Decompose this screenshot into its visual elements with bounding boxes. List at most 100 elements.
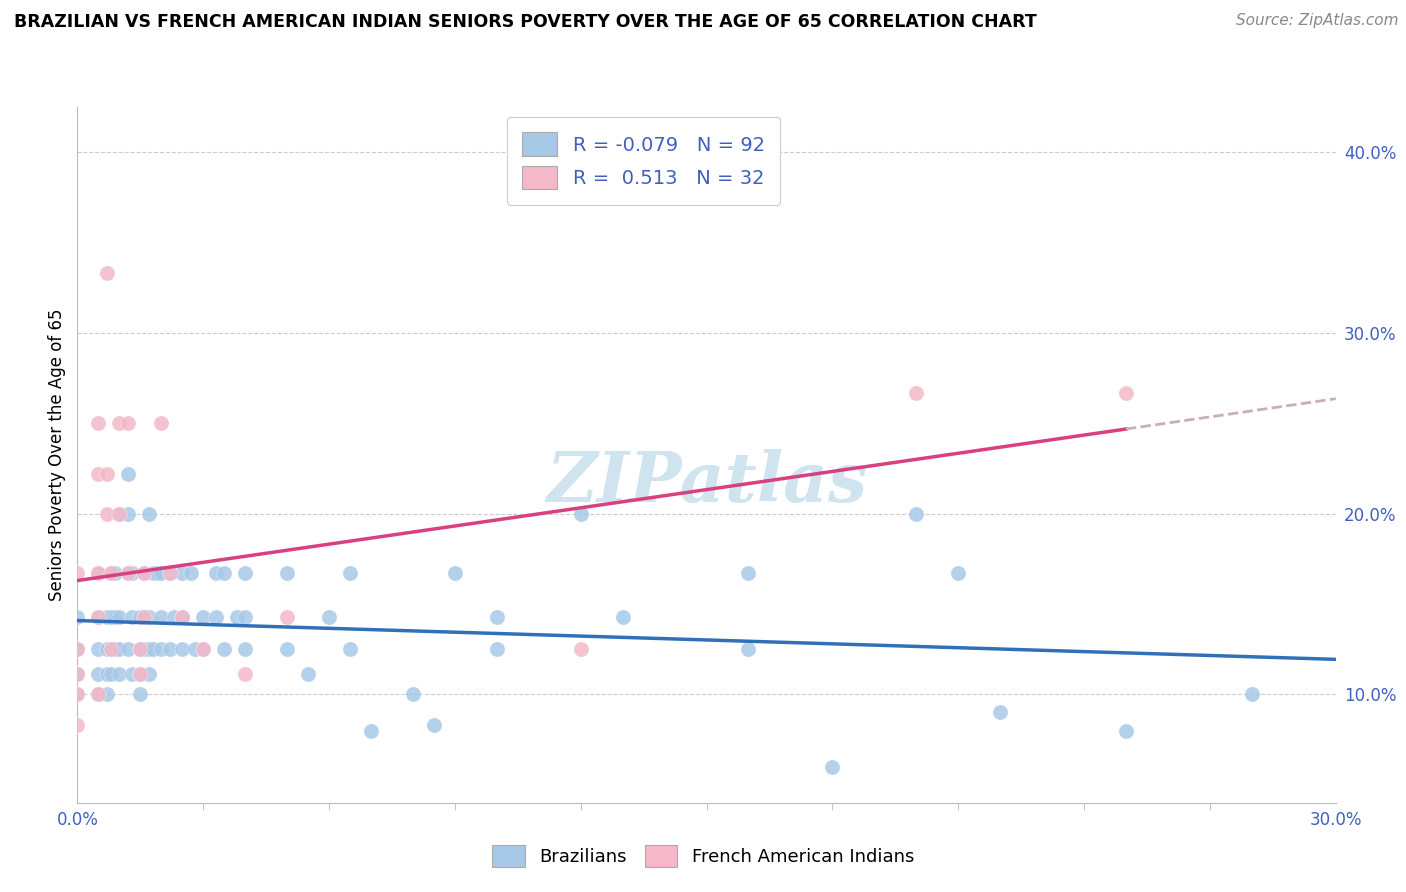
Point [569,642,592,657]
Point [87,609,110,624]
Point [150,417,173,431]
Point [87,609,110,624]
Point [66,642,89,657]
Point [184,642,207,657]
Point [233,667,256,681]
Point [360,723,382,738]
Point [191,642,215,657]
Point [104,566,127,581]
Point [104,609,127,624]
Point [142,642,165,657]
Point [138,642,160,657]
Point [569,507,592,521]
Point [297,667,319,681]
Point [134,566,156,581]
Point [117,566,139,581]
Point [1240,687,1263,701]
Point [96,609,118,624]
Point [87,687,110,701]
Point [191,642,215,657]
Point [988,706,1011,720]
Point [96,507,118,521]
Point [66,667,89,681]
Y-axis label: Seniors Poverty Over the Age of 65: Seniors Poverty Over the Age of 65 [48,309,66,601]
Point [108,507,131,521]
Point [172,609,194,624]
Point [402,687,425,701]
Point [737,642,759,657]
Point [276,566,298,581]
Point [150,609,173,624]
Point [134,609,156,624]
Point [108,507,131,521]
Point [172,566,194,581]
Point [100,667,122,681]
Point [204,566,226,581]
Point [172,609,194,624]
Text: BRAZILIAN VS FRENCH AMERICAN INDIAN SENIORS POVERTY OVER THE AGE OF 65 CORRELATI: BRAZILIAN VS FRENCH AMERICAN INDIAN SENI… [14,13,1036,31]
Point [87,566,110,581]
Point [96,687,118,701]
Point [142,566,165,581]
Point [66,642,89,657]
Point [276,642,298,657]
Point [204,609,226,624]
Point [66,687,89,701]
Point [66,609,89,624]
Point [129,642,152,657]
Point [100,609,122,624]
Point [485,609,508,624]
Point [129,667,152,681]
Point [100,566,122,581]
Point [129,642,152,657]
Point [66,718,89,732]
Point [100,642,122,657]
Text: ZIPatlas: ZIPatlas [546,449,868,516]
Point [96,642,118,657]
Point [948,566,970,581]
Point [87,417,110,431]
Legend: R = -0.079   N = 92, R =  0.513   N = 32: R = -0.079 N = 92, R = 0.513 N = 32 [506,117,780,205]
Point [159,642,181,657]
Point [87,667,110,681]
Point [134,642,156,657]
Point [339,642,361,657]
Point [129,687,152,701]
Point [134,566,156,581]
Point [117,642,139,657]
Point [100,642,122,657]
Point [121,566,143,581]
Point [87,566,110,581]
Point [138,507,160,521]
Point [66,687,89,701]
Point [318,609,340,624]
Point [150,566,173,581]
Point [138,609,160,624]
Point [737,566,759,581]
Point [134,609,156,624]
Point [129,667,152,681]
Point [212,566,235,581]
Point [108,642,131,657]
Point [146,566,169,581]
Point [117,467,139,481]
Point [104,642,127,657]
Point [108,667,131,681]
Point [96,266,118,280]
Point [905,507,928,521]
Text: Source: ZipAtlas.com: Source: ZipAtlas.com [1236,13,1399,29]
Point [108,417,131,431]
Point [100,566,122,581]
Point [339,566,361,581]
Point [159,566,181,581]
Point [117,507,139,521]
Point [66,667,89,681]
Point [121,609,143,624]
Point [233,642,256,657]
Point [117,566,139,581]
Point [66,566,89,581]
Point [1115,385,1137,400]
Point [96,667,118,681]
Point [117,417,139,431]
Point [96,467,118,481]
